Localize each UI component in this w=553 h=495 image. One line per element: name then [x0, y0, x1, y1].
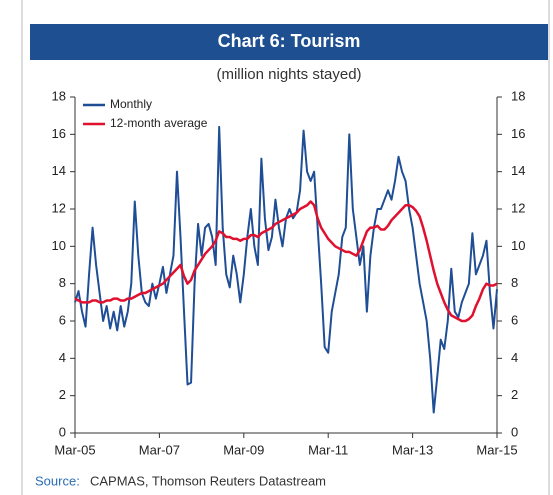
y-tick-label: 10	[52, 238, 66, 253]
y-tick-label: 16	[52, 126, 66, 141]
x-tick-label: Mar-13	[392, 442, 433, 457]
series-line	[74, 200, 498, 323]
x-tick-label: Mar-11	[308, 442, 348, 457]
y2-tick-label: 12	[511, 200, 525, 215]
chart-subtitle: (million nights stayed)	[216, 66, 361, 83]
y-tick-label: 4	[59, 350, 66, 365]
y-tick-label: 8	[59, 275, 66, 290]
y-tick-label: 14	[52, 163, 66, 178]
chart-title: Chart 6: Tourism	[218, 31, 361, 51]
x-tick-label: Mar-05	[54, 442, 95, 457]
source-label: Source:	[35, 473, 80, 488]
y-tick-label: 2	[59, 387, 66, 402]
source: CAPMAS, Thomson Reuters Datastream	[90, 473, 326, 488]
y2-tick-label: 18	[511, 88, 525, 103]
x-tick-label: Mar-07	[139, 442, 180, 457]
y-tick-label: 6	[59, 312, 66, 327]
legend-label: 12-month average	[110, 116, 208, 130]
y-tick-label: 12	[52, 200, 66, 215]
legend-label: Monthly	[110, 97, 152, 111]
y2-tick-label: 2	[511, 387, 518, 402]
y2-tick-label: 14	[511, 163, 525, 178]
y2-tick-label: 8	[511, 275, 518, 290]
y2-tick-label: 6	[511, 312, 518, 327]
y2-tick-label: 16	[511, 126, 525, 141]
y-tick-label: 18	[52, 88, 66, 103]
x-tick-label: Mar-09	[223, 442, 264, 457]
title-banner	[30, 24, 548, 60]
y-tick-label: 0	[59, 424, 66, 439]
y2-tick-label: 10	[511, 238, 525, 253]
x-tick-label: Mar-15	[476, 442, 517, 457]
y2-tick-label: 4	[511, 350, 518, 365]
y2-tick-label: 0	[511, 424, 518, 439]
